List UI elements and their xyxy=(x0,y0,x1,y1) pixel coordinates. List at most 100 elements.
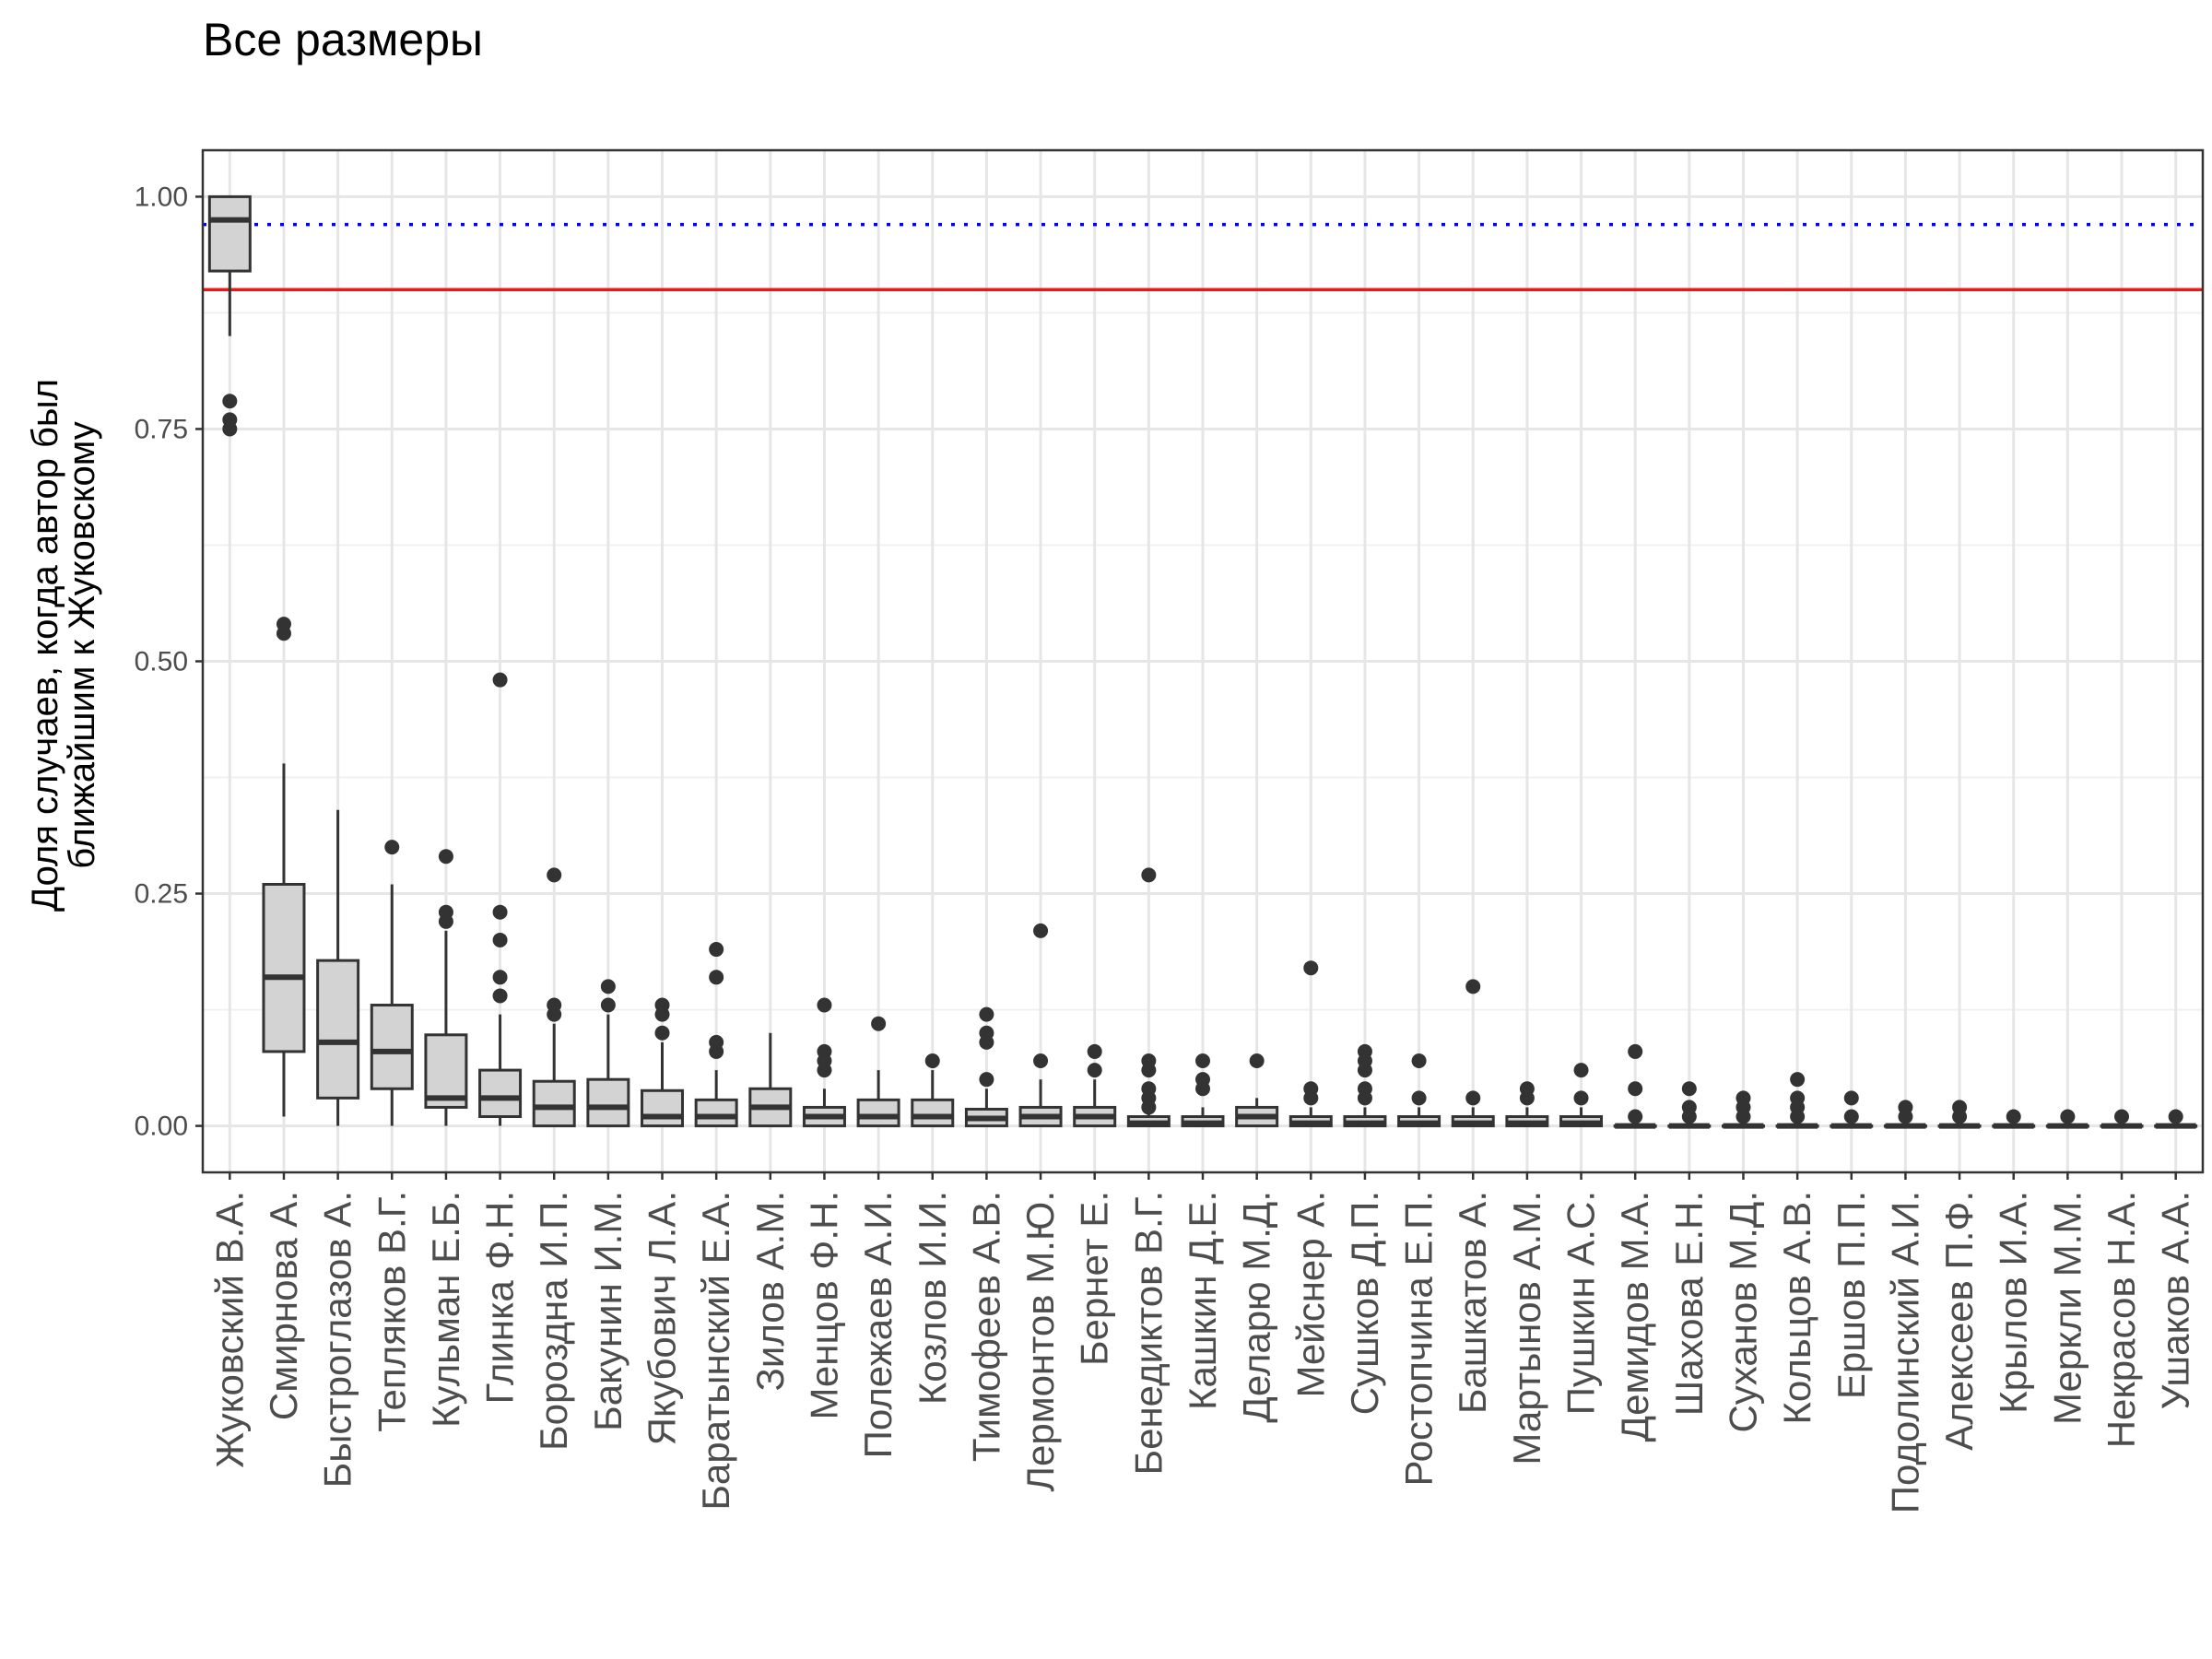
outlier-point xyxy=(2114,1109,2130,1124)
outlier-point xyxy=(547,867,562,883)
x-tick-label: Кашкин Д.Е. xyxy=(1181,1191,1224,1410)
outlier-point xyxy=(817,1063,832,1078)
outlier-point xyxy=(222,421,238,437)
x-tick-label: Сушков Д.П. xyxy=(1343,1191,1386,1415)
outlier-point xyxy=(1952,1109,1968,1124)
x-tick-label: Козлов И.И. xyxy=(911,1191,954,1405)
x-tick-label: Зилов А.М. xyxy=(748,1191,792,1392)
outlier-point xyxy=(1411,1090,1427,1106)
outlier-point xyxy=(1790,1109,1806,1124)
outlier-point xyxy=(438,849,453,865)
outlier-point xyxy=(1898,1109,1913,1124)
outlier-point xyxy=(1843,1090,1859,1106)
outlier-point xyxy=(600,979,616,994)
outlier-point xyxy=(600,997,616,1013)
outlier-point xyxy=(979,1006,994,1022)
outlier-point xyxy=(1303,1090,1319,1106)
outlier-point xyxy=(492,932,508,947)
y-tick-label: 0.25 xyxy=(135,879,188,910)
outlier-point xyxy=(492,988,508,1004)
x-tick-label: Алексеев П.Ф. xyxy=(1937,1191,1981,1451)
x-tick-label: Деларю М.Д. xyxy=(1235,1191,1278,1423)
x-tick-label: Кольцов А.В. xyxy=(1775,1191,1818,1425)
x-tick-label: Лермонтов М.Ю. xyxy=(1018,1191,1062,1492)
outlier-point xyxy=(2006,1109,2021,1124)
outlier-point xyxy=(709,970,724,985)
box-iqr xyxy=(370,1004,414,1090)
x-tick-label: Бенедиктов В.Г. xyxy=(1126,1191,1170,1475)
outlier-point xyxy=(979,1072,994,1088)
x-tick-label: Баратынский Е.А. xyxy=(694,1191,737,1511)
x-tick-label: Демидов М.А. xyxy=(1613,1191,1656,1441)
x-tick-label: Жуковский В.А. xyxy=(207,1191,251,1468)
outlier-point xyxy=(1628,1109,1643,1124)
outlier-point xyxy=(1628,1081,1643,1097)
outlier-point xyxy=(1573,1063,1589,1078)
outlier-point xyxy=(1141,1100,1157,1115)
outlier-point xyxy=(709,942,724,958)
outlier-point xyxy=(1519,1090,1535,1106)
outlier-point xyxy=(1681,1081,1697,1097)
outlier-point xyxy=(1843,1109,1859,1124)
outlier-point xyxy=(654,1025,670,1041)
y-tick-label: 1.00 xyxy=(135,182,188,212)
box-iqr xyxy=(262,882,306,1053)
box-iqr xyxy=(641,1088,685,1128)
outlier-point xyxy=(979,1034,994,1050)
outlier-point xyxy=(1465,979,1481,994)
outlier-point xyxy=(547,1006,562,1022)
x-tick-label: Подолинский А.И. xyxy=(1883,1191,1926,1513)
box-iqr xyxy=(207,194,252,273)
outlier-point xyxy=(1141,867,1157,883)
y-tick-label: 0.50 xyxy=(135,647,188,677)
box-iqr xyxy=(532,1079,576,1128)
plot-panel: 0.00 0.25 0.50 0.75 1.00 Жуковский В.А. Смирно… xyxy=(135,148,2205,1513)
x-tick-label: Бакунин И.М. xyxy=(586,1191,629,1431)
outlier-point xyxy=(1357,1063,1372,1078)
outlier-point xyxy=(1681,1109,1697,1124)
outlier-point xyxy=(1195,1081,1210,1097)
y-axis-label: Доля случаев, когда автор был ближайшим … xyxy=(25,379,102,912)
outlier-point xyxy=(2060,1109,2076,1124)
outlier-point xyxy=(492,970,508,985)
x-tick-label: Мейснер А. xyxy=(1288,1191,1332,1398)
x-tick-label: Бернет Е. xyxy=(1073,1191,1116,1366)
box-iqr xyxy=(694,1098,738,1128)
outlier-point xyxy=(2168,1109,2183,1124)
x-tick-label: Глинка Ф.Н. xyxy=(478,1191,522,1404)
outlier-point xyxy=(1033,1053,1049,1069)
box-iqr xyxy=(911,1098,955,1128)
outlier-point xyxy=(1141,1063,1157,1078)
x-tick-label: Меркли М.М. xyxy=(2045,1191,2088,1425)
x-tick-label: Ростопчина Е.П. xyxy=(1397,1191,1441,1487)
outlier-point xyxy=(1790,1072,1806,1088)
outlier-point xyxy=(1411,1053,1427,1069)
x-tick-label: Некрасов Н.А. xyxy=(2100,1191,2143,1448)
outlier-point xyxy=(492,672,508,688)
y-axis-label-line-1: Доля случаев, когда автор был xyxy=(25,379,65,912)
outlier-point xyxy=(1465,1090,1481,1106)
x-tick-label: Полежаев А.И. xyxy=(856,1191,900,1458)
outlier-point xyxy=(1628,1043,1643,1059)
chart-title: Все размеры xyxy=(203,14,483,65)
x-tick-label: Тимофеев А.В. xyxy=(964,1191,1007,1462)
outlier-point xyxy=(1249,1053,1265,1069)
box-iqr xyxy=(856,1098,900,1128)
outlier-point xyxy=(709,1043,724,1059)
outlier-point xyxy=(1195,1053,1210,1069)
outlier-point xyxy=(1303,960,1319,976)
x-tick-label: Башкатов А. xyxy=(1451,1191,1494,1414)
outlier-point xyxy=(924,1053,940,1069)
box-iqr xyxy=(586,1077,630,1128)
y-tick-label: 0.75 xyxy=(135,414,188,444)
x-tick-label: Мартынов А.М. xyxy=(1505,1191,1548,1465)
box-iqr xyxy=(316,959,360,1100)
x-tick-label: Тепляков В.Г. xyxy=(370,1191,413,1432)
box-iqr xyxy=(424,1033,468,1109)
x-tick-label: Ершов П.П. xyxy=(1830,1191,1873,1399)
outlier-point xyxy=(492,904,508,920)
x-tick-label: Якубович Л.А. xyxy=(641,1191,684,1445)
outlier-point xyxy=(1357,1090,1372,1106)
box-iqr xyxy=(478,1068,523,1119)
